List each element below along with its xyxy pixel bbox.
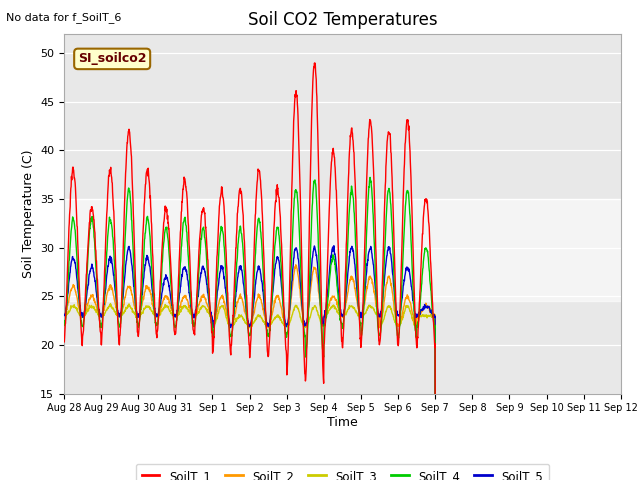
Title: Soil CO2 Temperatures: Soil CO2 Temperatures [248, 11, 437, 29]
X-axis label: Time: Time [327, 416, 358, 429]
Text: SI_soilco2: SI_soilco2 [78, 52, 147, 65]
Legend: SoilT_1, SoilT_2, SoilT_3, SoilT_4, SoilT_5: SoilT_1, SoilT_2, SoilT_3, SoilT_4, Soil… [136, 464, 549, 480]
Bar [64, 199, 621, 301]
Text: No data for f_SoilT_6: No data for f_SoilT_6 [6, 12, 122, 23]
Y-axis label: Soil Temperature (C): Soil Temperature (C) [22, 149, 35, 278]
